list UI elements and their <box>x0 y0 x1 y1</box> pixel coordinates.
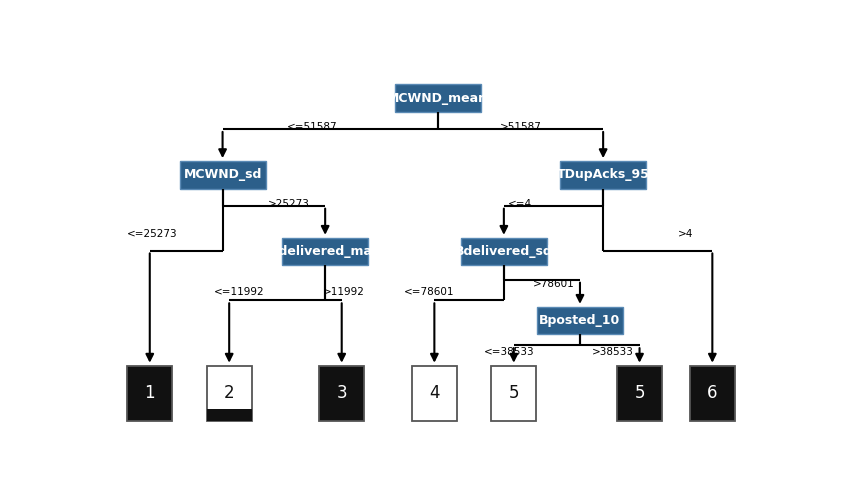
Bar <box>411 366 456 421</box>
Text: <=4: <=4 <box>508 199 531 209</box>
Bar <box>689 366 734 421</box>
Text: 5: 5 <box>508 384 519 402</box>
Text: TDupAcks_95: TDupAcks_95 <box>556 168 649 181</box>
Text: 1: 1 <box>144 384 155 402</box>
Text: Bdelivered_max: Bdelivered_max <box>270 245 380 258</box>
Text: MCWND_sd: MCWND_sd <box>183 168 262 181</box>
Text: >25273: >25273 <box>268 199 310 209</box>
Text: 4: 4 <box>428 384 439 402</box>
Bar <box>206 366 252 421</box>
Bar <box>537 307 622 334</box>
Text: <=38533: <=38533 <box>484 347 534 357</box>
Text: >38533: >38533 <box>591 347 633 357</box>
Text: <=51587: <=51587 <box>287 122 337 132</box>
Text: 3: 3 <box>336 384 346 402</box>
Bar <box>127 366 172 421</box>
Text: Bposted_10: Bposted_10 <box>539 314 620 327</box>
Bar <box>206 409 252 421</box>
Bar <box>490 366 536 421</box>
Text: <=25273: <=25273 <box>126 229 177 239</box>
Text: Bdelivered_sd: Bdelivered_sd <box>455 245 552 258</box>
Text: >11992: >11992 <box>322 287 364 297</box>
Text: <=11992: <=11992 <box>213 287 264 297</box>
Text: 6: 6 <box>706 384 717 402</box>
Text: >51587: >51587 <box>499 122 541 132</box>
Text: 5: 5 <box>634 384 644 402</box>
Bar <box>281 238 368 265</box>
Bar <box>461 238 546 265</box>
Text: 2: 2 <box>223 384 235 402</box>
Text: MCWND_mean: MCWND_mean <box>386 92 488 105</box>
Bar <box>319 366 363 421</box>
Bar <box>394 84 480 112</box>
Bar <box>179 161 265 189</box>
Bar <box>560 161 646 189</box>
Text: >4: >4 <box>677 229 693 239</box>
Text: <=78601: <=78601 <box>403 287 454 297</box>
Text: >78601: >78601 <box>532 279 574 289</box>
Bar <box>617 366 661 421</box>
